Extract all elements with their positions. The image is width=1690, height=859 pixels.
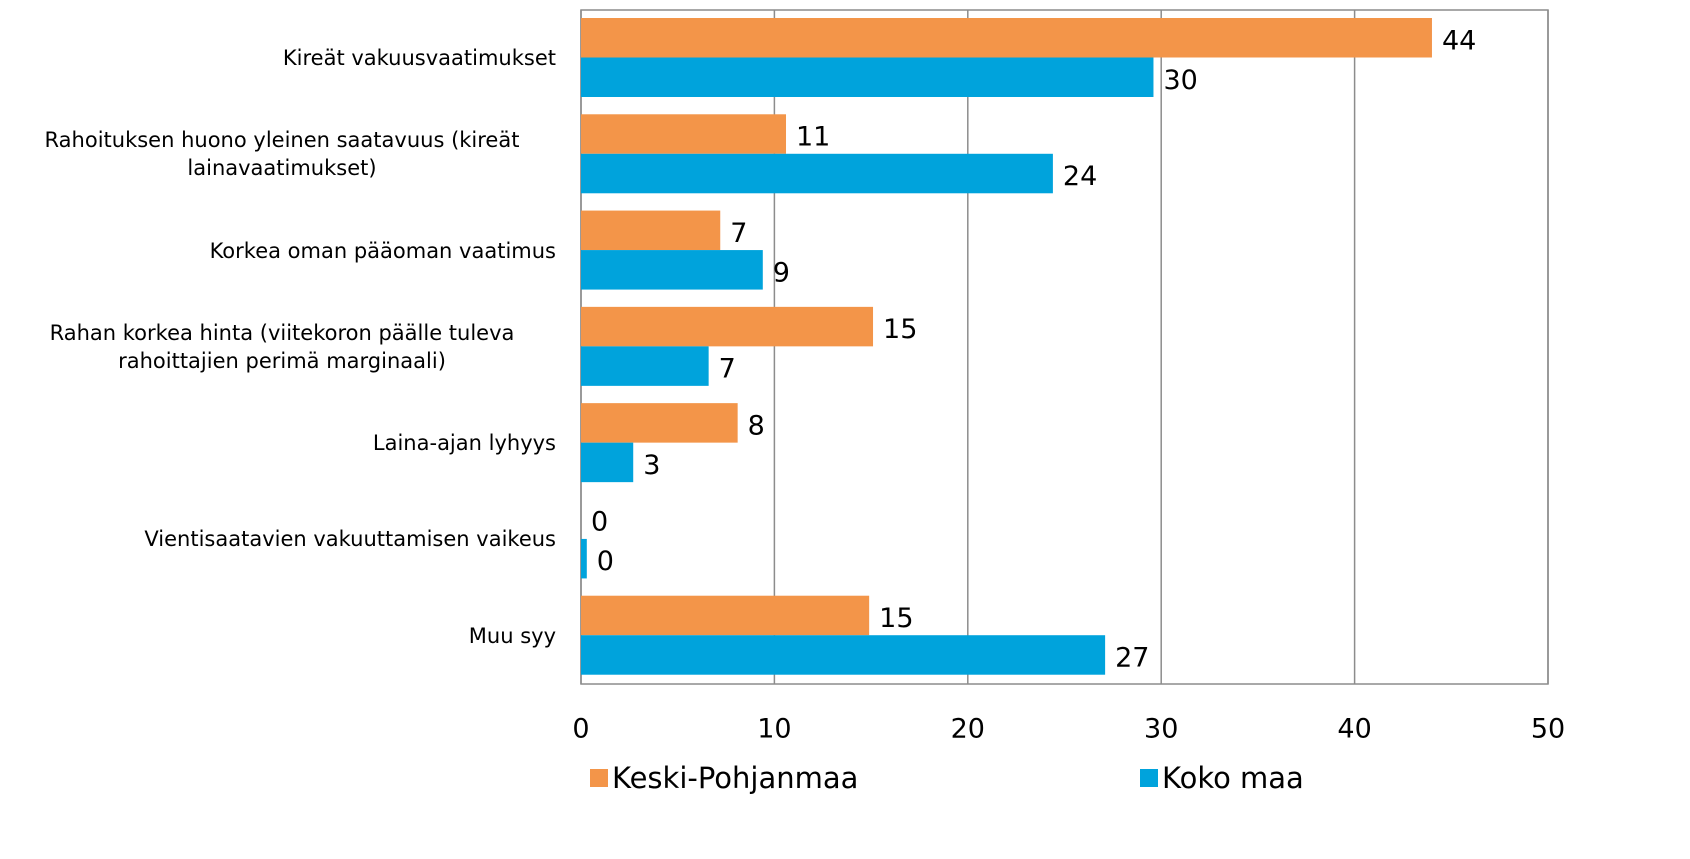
category-text: Rahoituksen huono yleinen saatavuus (kir…: [44, 128, 520, 181]
data-label: 0: [597, 546, 614, 577]
category-text: Vientisaatavien vakuuttamisen vaikeus: [144, 527, 556, 552]
category-label: Kireät vakuusvaatimukset: [0, 10, 556, 106]
category-label: Rahoituksen huono yleinen saatavuus (kir…: [0, 106, 556, 202]
category-label: Vientisaatavien vakuuttamisen vaikeus: [0, 491, 556, 587]
bar: [581, 250, 763, 290]
category-text: Kireät vakuusvaatimukset: [282, 46, 556, 70]
data-label: 44: [1442, 25, 1476, 56]
x-tick-label: 10: [757, 714, 791, 745]
bar: [581, 114, 787, 154]
bar: [581, 153, 1053, 194]
bar: [581, 210, 721, 251]
category-label: Laina-ajan lyhyys: [0, 395, 556, 491]
bar: [581, 595, 870, 636]
category-text: Muu syy: [468, 623, 556, 648]
data-label: 30: [1163, 65, 1197, 96]
category-text: Korkea oman pääoman vaatimus: [209, 238, 556, 263]
data-label: 15: [879, 603, 913, 634]
category-label: Rahan korkea hinta (viitekoron päälle tu…: [0, 299, 556, 395]
bar: [581, 57, 1154, 97]
data-label: 15: [883, 314, 917, 345]
bar: [581, 346, 709, 386]
data-label: 27: [1115, 642, 1149, 673]
data-label: 3: [643, 450, 660, 481]
x-tick-label: 50: [1531, 714, 1565, 745]
data-label: 7: [730, 218, 747, 249]
bar: [581, 18, 1432, 58]
x-tick-label: 40: [1337, 714, 1371, 745]
bar: [581, 442, 634, 483]
plot-border: [580, 9, 1549, 685]
data-label: 9: [773, 257, 790, 288]
data-label: 8: [748, 410, 765, 441]
data-label: 0: [591, 507, 608, 538]
data-label: 7: [719, 354, 736, 385]
legend-swatch: [590, 769, 608, 787]
x-tick-label: 0: [572, 714, 589, 745]
category-text: Rahan korkea hinta (viitekoron päälle tu…: [49, 320, 515, 373]
legend-swatch: [1140, 769, 1158, 787]
bar: [581, 635, 1106, 675]
bar: [581, 538, 587, 579]
legend-label: Keski-Pohjanmaa: [612, 761, 858, 795]
x-tick-label: 20: [951, 714, 985, 745]
category-label: Korkea oman pääoman vaatimus: [0, 203, 556, 299]
x-tick-label: 30: [1144, 714, 1178, 745]
bar: [581, 306, 874, 347]
category-text: Laina-ajan lyhyys: [372, 431, 556, 456]
legend-label: Koko maa: [1162, 761, 1304, 795]
data-label: 24: [1063, 161, 1097, 192]
bar: [581, 403, 738, 443]
data-label: 11: [796, 122, 830, 153]
category-label: Muu syy: [0, 588, 556, 684]
